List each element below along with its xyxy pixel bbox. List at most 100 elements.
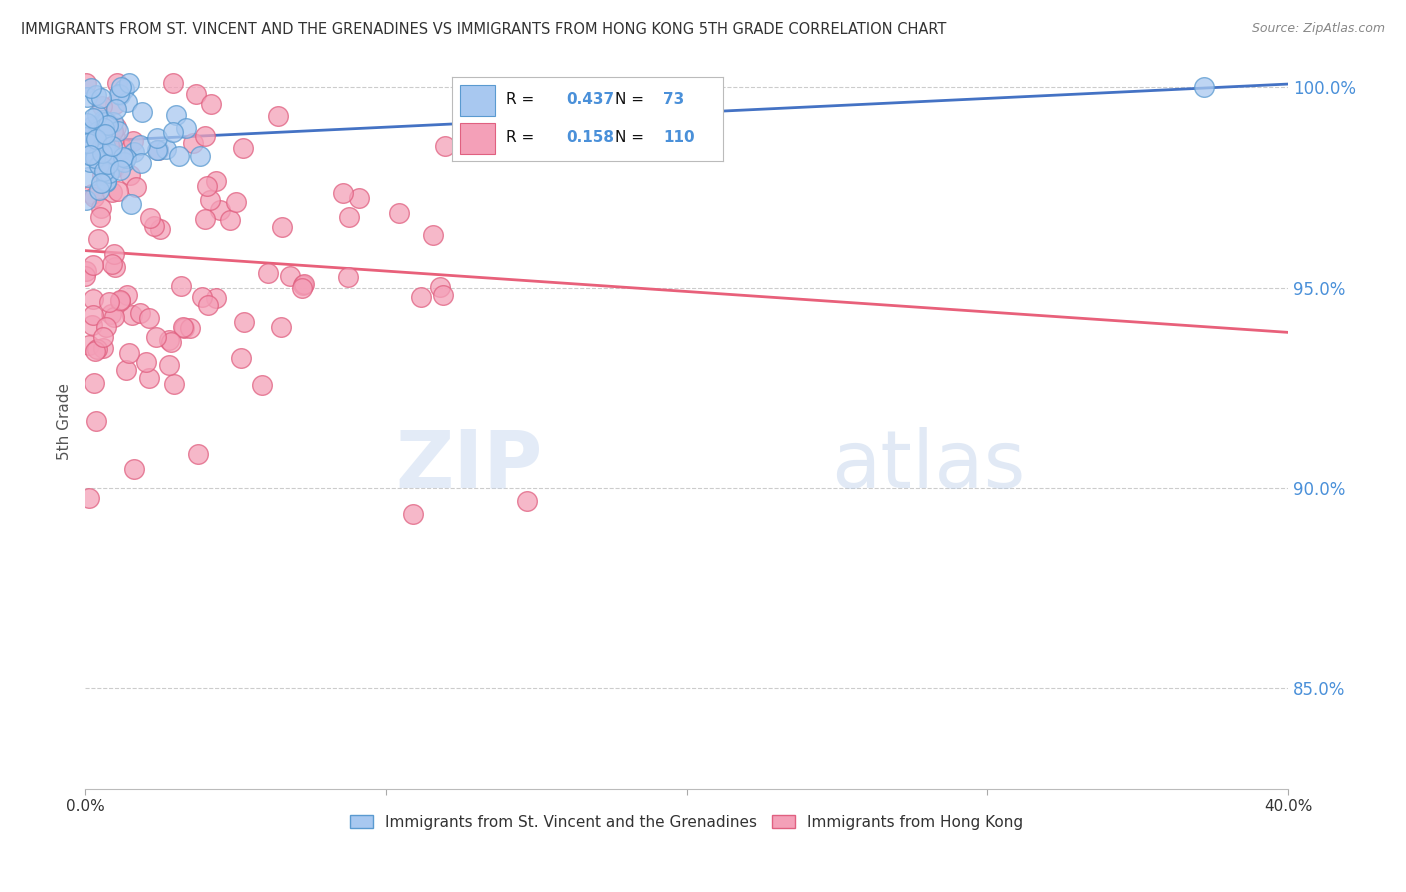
Point <box>453 130 475 145</box>
Point <box>183 136 205 151</box>
Point <box>257 266 280 280</box>
Point <box>98 166 121 180</box>
Point <box>112 154 135 169</box>
Point <box>174 120 197 135</box>
Point <box>86 413 108 427</box>
Point <box>205 291 228 305</box>
Point <box>75 130 97 145</box>
Point <box>104 103 127 117</box>
Point <box>107 184 129 198</box>
Point <box>143 219 166 233</box>
Point <box>146 143 169 157</box>
Point <box>209 203 232 218</box>
Point <box>218 213 240 227</box>
Point <box>101 185 124 199</box>
Point <box>250 378 273 392</box>
Point <box>82 318 104 333</box>
Point <box>77 136 100 150</box>
Point <box>271 219 294 234</box>
Point <box>108 163 131 178</box>
Point <box>86 231 108 245</box>
Point <box>191 290 214 304</box>
Point <box>84 343 107 358</box>
Point <box>131 105 153 120</box>
Point <box>267 109 290 123</box>
Point <box>232 315 254 329</box>
Point <box>80 81 103 95</box>
Point <box>76 148 98 162</box>
Point <box>93 120 115 135</box>
Point <box>93 127 115 141</box>
Text: ZIP: ZIP <box>395 427 543 505</box>
Point <box>91 341 114 355</box>
Point <box>138 310 160 325</box>
Point <box>173 321 195 335</box>
Point <box>104 130 127 145</box>
Point <box>82 123 104 137</box>
Point <box>97 118 120 132</box>
Point <box>108 294 131 309</box>
Point <box>75 263 97 277</box>
Point <box>135 355 157 369</box>
Point <box>100 147 122 161</box>
Y-axis label: 5th Grade: 5th Grade <box>58 384 72 460</box>
Point <box>105 76 128 90</box>
Point <box>82 292 104 306</box>
Text: atlas: atlas <box>831 427 1025 505</box>
Point <box>101 115 124 129</box>
Point <box>107 124 129 138</box>
Point <box>83 190 105 204</box>
Point <box>101 138 124 153</box>
Point <box>87 158 110 172</box>
Point <box>83 376 105 390</box>
Point <box>90 176 112 190</box>
Point <box>80 186 103 201</box>
Point <box>115 363 138 377</box>
Point <box>89 136 111 151</box>
Point <box>155 143 177 157</box>
Point <box>402 508 425 522</box>
Point <box>82 258 104 272</box>
Point <box>90 90 112 104</box>
Point <box>97 157 120 171</box>
Point <box>145 131 167 145</box>
Point <box>388 206 411 220</box>
Point <box>108 88 131 103</box>
Point <box>76 90 98 104</box>
Text: Source: ZipAtlas.com: Source: ZipAtlas.com <box>1251 22 1385 36</box>
Point <box>100 307 122 321</box>
Point <box>229 351 252 365</box>
Point <box>121 308 143 322</box>
Point <box>138 371 160 385</box>
Point <box>172 320 194 334</box>
Point <box>129 156 152 170</box>
Point <box>107 87 129 102</box>
Point <box>337 270 360 285</box>
Point <box>97 165 120 179</box>
Point <box>124 462 146 476</box>
Point <box>194 128 217 143</box>
Point <box>86 343 108 357</box>
Point <box>75 76 97 90</box>
Point <box>124 145 146 160</box>
Point <box>103 161 125 175</box>
Point <box>411 290 433 304</box>
Point <box>91 127 114 141</box>
Point <box>118 76 141 90</box>
Point <box>270 319 292 334</box>
Point <box>194 212 217 227</box>
Point <box>146 143 169 157</box>
Point <box>89 133 111 147</box>
Point <box>98 295 121 310</box>
Point <box>94 319 117 334</box>
Point <box>82 126 104 140</box>
Point <box>103 310 125 324</box>
Point <box>75 269 97 284</box>
Point <box>120 168 142 182</box>
Point <box>87 124 110 138</box>
Point <box>187 447 209 461</box>
Point <box>82 308 104 322</box>
Point <box>83 145 105 160</box>
Point <box>90 121 112 136</box>
Point <box>165 108 187 122</box>
